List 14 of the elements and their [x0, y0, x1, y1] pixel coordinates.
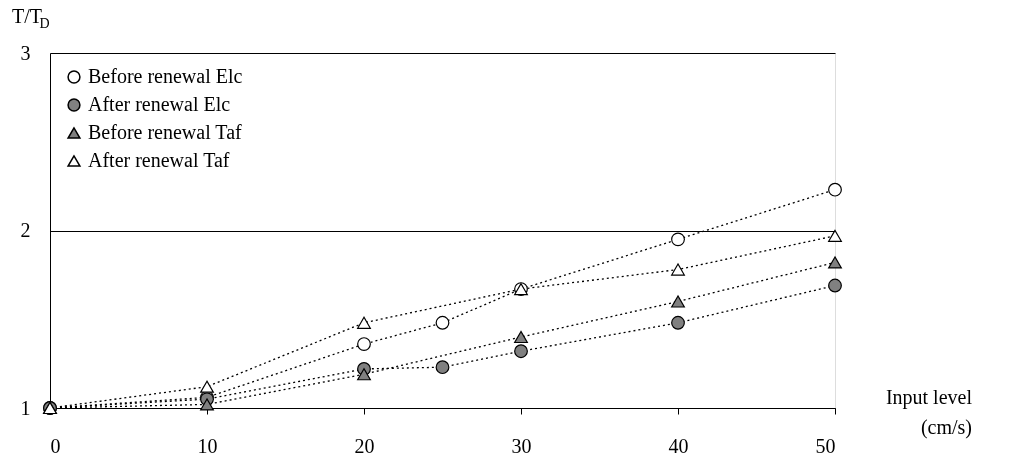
x-tick-label: 10: [197, 434, 218, 457]
x-tick-label: 50: [815, 434, 836, 457]
x-tick-label: 40: [668, 434, 689, 457]
x-tick-label: 0: [50, 434, 61, 457]
legend-label: After renewal Taf: [88, 149, 230, 171]
x-tick-label: 30: [511, 434, 532, 457]
y-tick-label: 2: [20, 219, 31, 241]
x-tick-label: 20: [354, 434, 375, 457]
legend-label: Before renewal Taf: [88, 121, 243, 143]
x-axis-title: Input level (cm/s): [885, 386, 973, 439]
legend-label: Before renewal Elc: [88, 65, 243, 87]
y-tick-label: 3: [20, 41, 31, 64]
legend-label: After renewal Elc: [88, 93, 231, 115]
y-tick-label: 1: [20, 396, 31, 419]
